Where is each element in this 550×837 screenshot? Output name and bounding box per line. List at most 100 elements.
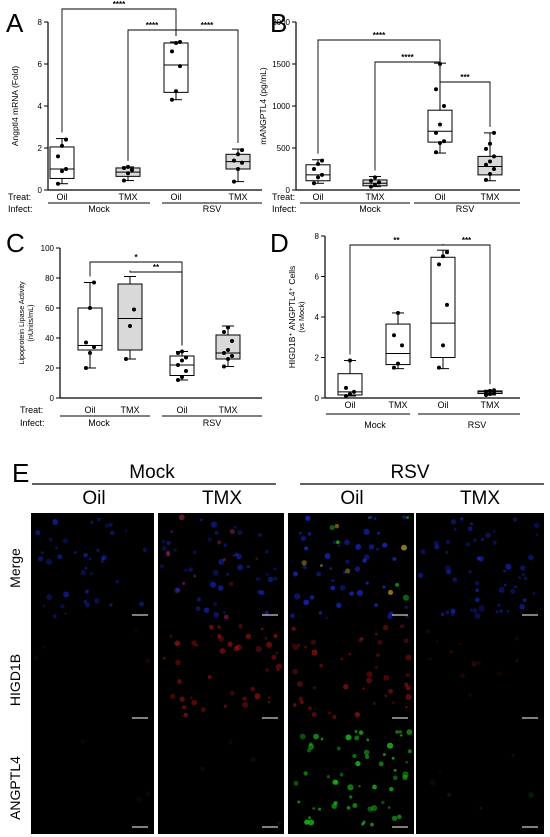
cell-signal	[325, 616, 328, 620]
cell-signal	[329, 567, 333, 570]
cell-signal	[382, 753, 386, 757]
panel-letter-c: C	[6, 228, 25, 258]
cell-signal	[444, 565, 451, 572]
cell-signal	[371, 805, 378, 811]
micrograph-angptl4-4	[416, 725, 544, 834]
data-point	[184, 369, 188, 373]
group-label-mock: Mock	[364, 420, 386, 430]
data-point	[434, 87, 438, 92]
treat-row-label: Treat:	[8, 192, 31, 202]
cell-signal	[518, 576, 521, 579]
cell-signal	[52, 614, 57, 619]
cell-signal	[471, 661, 477, 667]
cell-signal	[468, 570, 472, 574]
cell-signal	[233, 525, 237, 529]
cell-signal	[276, 668, 280, 672]
cell-signal	[478, 605, 485, 612]
cell-signal	[178, 514, 185, 521]
significance-label: ****	[146, 21, 159, 30]
data-point	[176, 351, 180, 355]
cell-signal	[425, 629, 430, 634]
micrograph-higd1b-1	[31, 622, 154, 725]
cell-signal	[395, 582, 400, 587]
cell-signal	[506, 609, 510, 613]
cell-signal	[392, 556, 397, 561]
cell-signal	[170, 693, 176, 700]
cell-signal	[481, 538, 484, 541]
cell-signal	[88, 557, 92, 561]
data-point	[488, 388, 492, 393]
cell-signal	[524, 576, 528, 580]
data-point	[488, 172, 492, 177]
cell-signal	[250, 757, 256, 762]
cell-signal	[440, 612, 445, 616]
cell-signal	[401, 544, 407, 551]
micrograph-angptl4-1	[31, 725, 154, 834]
box-3	[169, 349, 195, 382]
cell-signal	[189, 696, 193, 700]
cell-signal	[312, 807, 315, 810]
box-iqr	[163, 42, 189, 93]
cell-signal	[200, 706, 206, 713]
significance-bracket: ****	[61, 0, 177, 133]
data-point	[180, 375, 184, 379]
cell-signal	[144, 658, 151, 664]
cell-signal	[304, 819, 310, 825]
cell-signal	[374, 665, 378, 670]
cell-signal	[209, 624, 214, 630]
micrograph-background	[416, 622, 544, 725]
cell-signal	[393, 768, 397, 772]
cell-signal	[310, 639, 317, 645]
data-point	[180, 358, 184, 363]
box-4	[225, 148, 251, 184]
cell-signal	[467, 526, 473, 531]
cell-signal	[223, 614, 229, 620]
cell-signal	[62, 538, 69, 544]
data-point	[174, 89, 178, 94]
cell-signal	[237, 564, 244, 571]
y-tick-label: 2000	[272, 18, 290, 27]
cell-signal	[362, 687, 365, 691]
cell-signal	[229, 528, 235, 535]
cell-signal	[324, 553, 331, 560]
cell-signal	[400, 624, 405, 629]
row-label-higd1b: HIGD1B	[7, 654, 23, 706]
cell-signal	[511, 754, 515, 757]
data-point	[445, 250, 449, 255]
cell-signal	[354, 712, 360, 718]
panel-letter-d: D	[270, 228, 289, 258]
cell-signal	[465, 541, 471, 547]
cell-signal	[397, 814, 402, 820]
cell-signal	[336, 602, 342, 608]
cell-signal	[363, 554, 370, 560]
cell-signal	[332, 779, 338, 785]
data-point	[484, 389, 488, 394]
data-point	[488, 391, 492, 396]
micrograph-merge-2	[158, 513, 284, 622]
y-tick-label: 2	[315, 354, 320, 363]
cell-signal	[363, 749, 370, 756]
y-tick-label: 40	[45, 334, 54, 343]
data-point	[226, 325, 230, 330]
cell-signal	[349, 591, 354, 596]
cell-signal	[142, 547, 147, 552]
cell-signal	[183, 712, 189, 718]
cell-signal	[298, 696, 304, 702]
cell-signal	[308, 706, 313, 711]
y-axis-label: mANGPTL4 (pg/mL)	[258, 67, 268, 145]
cell-signal	[60, 604, 65, 609]
cell-signal	[376, 548, 379, 551]
cell-signal	[388, 688, 393, 694]
cell-signal	[365, 581, 369, 585]
box-2	[385, 310, 411, 370]
cell-signal	[264, 636, 268, 640]
box-2	[362, 175, 388, 189]
cell-signal	[514, 636, 519, 641]
cell-signal	[307, 532, 312, 536]
data-point	[396, 310, 400, 315]
data-point	[442, 139, 446, 144]
cell-signal	[347, 784, 354, 791]
cell-signal	[497, 603, 501, 607]
cell-signal	[209, 581, 217, 588]
cell-signal	[447, 792, 452, 797]
